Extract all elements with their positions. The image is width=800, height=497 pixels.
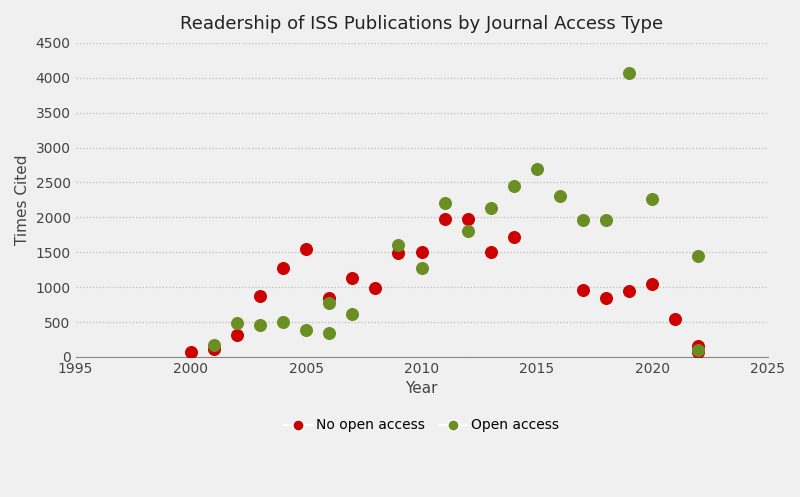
Point [323,329,336,337]
Point [392,242,405,249]
Point [462,227,474,235]
Point [346,311,358,319]
Point [484,204,497,212]
Point [622,69,635,77]
Point [277,263,290,271]
Point [207,345,220,353]
Point [646,280,658,288]
Point [254,321,266,329]
Point [185,348,198,356]
Point [622,287,635,295]
X-axis label: Year: Year [406,381,438,397]
Point [507,233,520,241]
Point [230,331,243,338]
Point [254,292,266,300]
Point [300,245,313,253]
Point [438,199,451,207]
Point [484,248,497,255]
Point [392,249,405,257]
Point [692,342,705,350]
Legend: No open access, Open access: No open access, Open access [278,413,565,438]
Point [323,294,336,302]
Point [692,348,705,356]
Point [346,274,358,282]
Point [300,326,313,333]
Point [600,294,613,302]
Point [438,216,451,224]
Point [692,252,705,260]
Point [277,318,290,326]
Point [415,264,428,272]
Point [600,216,613,224]
Point [507,182,520,190]
Point [415,248,428,256]
Y-axis label: Times Cited: Times Cited [15,155,30,245]
Point [462,215,474,223]
Title: Readership of ISS Publications by Journal Access Type: Readership of ISS Publications by Journa… [180,15,663,33]
Point [554,192,566,200]
Point [530,165,543,173]
Point [207,341,220,349]
Point [577,216,590,224]
Point [669,315,682,323]
Point [577,286,590,294]
Point [323,299,336,307]
Point [646,195,658,203]
Point [230,319,243,327]
Point [692,345,705,353]
Point [369,284,382,292]
